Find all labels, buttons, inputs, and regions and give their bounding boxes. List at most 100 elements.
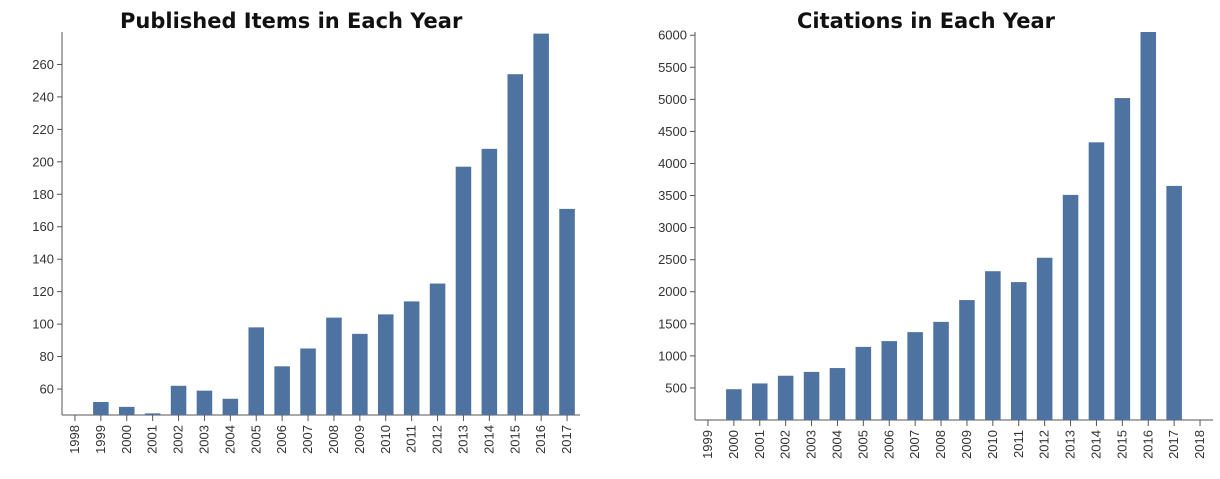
chart-title: Citations in Each Year <box>797 9 1055 33</box>
y-tick-label: 1500 <box>658 316 687 331</box>
x-tick-label: 2011 <box>404 425 419 453</box>
y-tick-label: 5000 <box>658 92 687 107</box>
x-tick-label: 2002 <box>171 425 186 454</box>
y-tick-label: 120 <box>32 284 54 299</box>
x-tick-label: 2015 <box>507 425 522 454</box>
x-tick-label: 2010 <box>378 425 393 454</box>
y-tick-label: 3500 <box>658 188 687 203</box>
y-tick-label: 180 <box>32 187 54 202</box>
x-tick-label: 2002 <box>778 430 793 459</box>
citations-plot: 500 1000 1500 2000 2500 3000 3500 4000 4500 5000 5… <box>658 28 1213 459</box>
bar-2001 <box>144 413 161 415</box>
bar-2000 <box>118 406 135 415</box>
bar-2012 <box>1036 257 1053 420</box>
y-tick-label: 2500 <box>658 252 687 267</box>
bar-2015 <box>507 74 524 415</box>
x-tick-label: 2001 <box>145 425 160 454</box>
x-tick-label: 1999 <box>700 430 715 459</box>
y-tick-label: 200 <box>32 154 54 169</box>
y-tick-label: 260 <box>32 57 54 72</box>
published-items-chart: Published Items in Each Year 60 80 100 120 1… <box>0 0 600 479</box>
bar-2005 <box>855 346 872 420</box>
bar-2004 <box>829 368 846 420</box>
y-tick-label: 80 <box>40 349 54 364</box>
bar-2000 <box>726 389 742 420</box>
bar-2017 <box>559 208 575 415</box>
x-tick-label: 2017 <box>559 425 574 454</box>
bar-2010 <box>985 271 1001 420</box>
bar-2011 <box>1010 282 1027 420</box>
bar-2006 <box>881 341 898 420</box>
x-tick-label: 2008 <box>933 430 948 459</box>
y-tick-label: 5500 <box>658 60 687 75</box>
bar-2002 <box>777 375 794 420</box>
x-tick-label: 2000 <box>119 425 134 454</box>
bar-2007 <box>907 332 923 420</box>
published-items-plot: 60 80 100 120 140 160 180 200 220 240 260 1998 1999 2… <box>32 32 580 454</box>
bar-2013 <box>1062 194 1079 420</box>
x-tick-label: 2009 <box>959 430 974 459</box>
y-tick-label: 4000 <box>658 156 687 171</box>
x-tick-label: 2018 <box>1192 430 1207 459</box>
x-tick-label: 2004 <box>829 430 844 459</box>
x-tick-label: 2008 <box>326 425 341 454</box>
x-tick-label: 2017 <box>1166 430 1181 459</box>
bar-2007 <box>300 348 316 415</box>
x-tick-label: 2009 <box>352 425 367 454</box>
x-tick-label: 2007 <box>907 430 922 459</box>
y-tick-label: 220 <box>32 122 54 137</box>
bar-2006 <box>274 366 290 415</box>
bar-2011 <box>403 301 420 415</box>
x-tick-label: 2010 <box>985 430 1000 459</box>
x-tick-label: 2004 <box>222 425 237 454</box>
x-tick-label: 2015 <box>1114 430 1129 459</box>
x-tick-label: 2016 <box>1140 430 1155 459</box>
x-tick-label: 2000 <box>726 430 741 459</box>
x-tick-label: 2012 <box>1037 430 1052 459</box>
y-tick-label: 6000 <box>658 28 687 43</box>
x-tick-label: 2006 <box>274 425 289 454</box>
bar-2004 <box>222 398 239 415</box>
x-tick-label: 1999 <box>93 425 108 454</box>
bar-2003 <box>803 371 820 420</box>
bar-2012 <box>429 283 446 415</box>
y-tick-label: 60 <box>40 382 54 397</box>
citations-chart: Citations in Each Year 500 1000 1500 2000 25… <box>600 0 1220 479</box>
y-tick-label: 3000 <box>658 220 687 235</box>
x-tick-label: 2001 <box>752 430 767 459</box>
bar-1999 <box>93 402 109 415</box>
x-tick-label: 2013 <box>455 425 470 454</box>
bar-2002 <box>170 385 187 415</box>
y-tick-label: 160 <box>32 219 54 234</box>
bar-2009 <box>352 333 368 415</box>
bar-2005 <box>248 327 265 415</box>
bar-2001 <box>751 383 768 420</box>
x-tick-label: 2003 <box>804 430 819 459</box>
y-tick-label: 500 <box>665 380 687 395</box>
bar-2008 <box>326 317 342 415</box>
x-tick-label: 2013 <box>1063 430 1078 459</box>
x-tick-label: 2006 <box>881 430 896 459</box>
y-tick-label: 140 <box>32 252 54 267</box>
x-tick-label: 2014 <box>481 425 496 454</box>
x-tick-label: 2014 <box>1088 430 1103 459</box>
x-tick-label: 2016 <box>533 425 548 454</box>
bar-2010 <box>377 314 394 415</box>
bar-2014 <box>1088 142 1105 420</box>
x-tick-label: 2005 <box>248 425 263 454</box>
x-tick-label: 2012 <box>430 425 445 454</box>
y-tick-label: 1000 <box>658 348 687 363</box>
y-tick-label: 2000 <box>658 284 687 299</box>
chart-title: Published Items in Each Year <box>120 9 463 33</box>
x-tick-label: 2003 <box>196 425 211 454</box>
bar-2016 <box>533 33 549 415</box>
bar-2009 <box>959 300 975 420</box>
x-tick-label: 2007 <box>300 425 315 454</box>
bar-2003 <box>196 390 213 415</box>
y-tick-label: 100 <box>32 317 54 332</box>
y-tick-label: 4500 <box>658 124 687 139</box>
bar-2017 <box>1166 185 1182 420</box>
bar-2015 <box>1114 98 1131 420</box>
bar-2014 <box>481 148 498 415</box>
x-tick-label: 2005 <box>855 430 870 459</box>
